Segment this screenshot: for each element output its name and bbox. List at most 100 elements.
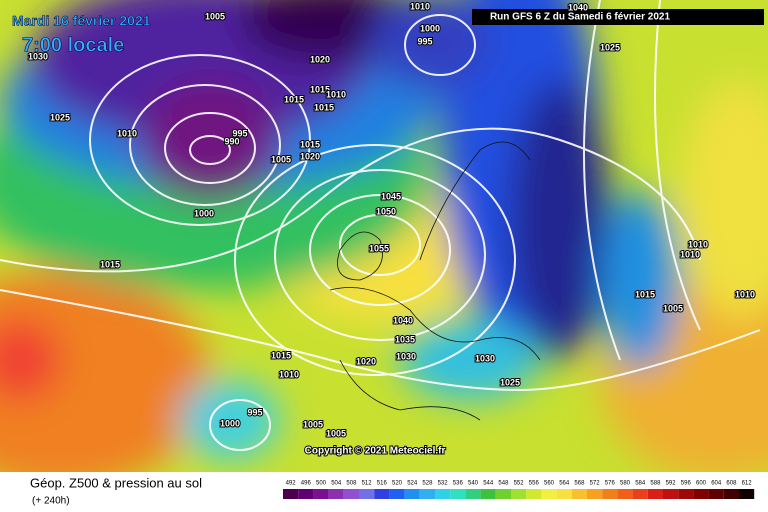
isobar-label: 1010 — [117, 128, 137, 138]
isobar-label: 1010 — [410, 1, 430, 11]
scale-label: 496 — [301, 481, 312, 487]
scale-label: 508 — [346, 481, 357, 487]
isobar-label: 1020 — [300, 151, 320, 161]
isobar-label: 1020 — [356, 356, 376, 366]
isobar-label: 1045 — [381, 191, 401, 201]
isobar-label: 1010 — [735, 289, 755, 299]
isobar-label: 1010 — [326, 89, 346, 99]
isobar-label: 990 — [224, 136, 239, 146]
isobar-label: 1005 — [271, 154, 291, 164]
scale-swatch — [556, 489, 572, 499]
scale-swatch — [374, 489, 390, 499]
scale-label: 512 — [362, 481, 373, 487]
scale-label: 552 — [514, 481, 525, 487]
scale-label: 536 — [453, 481, 464, 487]
footer-title: Géop. Z500 & pression au sol — [30, 475, 202, 490]
isobar-label: 1055 — [369, 243, 389, 253]
scale-swatch — [404, 489, 420, 499]
time-label: 7:00 locale — [22, 34, 124, 56]
scale-swatch — [298, 489, 314, 499]
scale-swatch — [739, 489, 755, 499]
run-banner — [472, 9, 764, 25]
isobar-label: 1030 — [475, 353, 495, 363]
scale-label: 544 — [483, 481, 494, 487]
scale-label: 524 — [407, 481, 418, 487]
scale-label: 500 — [316, 481, 327, 487]
isobar-label: 1015 — [271, 350, 291, 360]
isobar-label: 1040 — [568, 2, 588, 12]
scale-swatch — [283, 489, 299, 499]
scale-swatch — [511, 489, 527, 499]
isobar-label: 1005 — [205, 11, 225, 21]
scale-swatch — [571, 489, 587, 499]
scale-swatch — [389, 489, 405, 499]
scale-label: 540 — [468, 481, 479, 487]
isobar-label: 1025 — [50, 112, 70, 122]
scale-swatch — [495, 489, 511, 499]
isobar-label: 1015 — [100, 259, 120, 269]
isobar-label: 1030 — [396, 351, 416, 361]
field — [0, 0, 768, 472]
scale-swatch — [632, 489, 648, 499]
scale-label: 504 — [331, 481, 342, 487]
isobar-label: 1030 — [28, 51, 48, 61]
copyright: Copyright © 2021 Meteociel.fr — [305, 446, 446, 457]
run-label: Run GFS 6 Z du Samedi 6 février 2021 — [490, 12, 671, 23]
isobar-label: 1000 — [220, 418, 240, 428]
scale-swatch — [343, 489, 359, 499]
scale-swatch — [480, 489, 496, 499]
scale-label: 588 — [650, 481, 661, 487]
isobar-label: 1020 — [310, 54, 330, 64]
isobar-label: 1010 — [279, 369, 299, 379]
isobar-label: 1010 — [680, 249, 700, 259]
scale-label: 568 — [574, 481, 585, 487]
isobar-label: 995 — [247, 407, 262, 417]
scale-swatch — [708, 489, 724, 499]
scale-swatch — [435, 489, 451, 499]
isobar-label: 1025 — [600, 42, 620, 52]
isobar-label: 1000 — [194, 208, 214, 218]
isobar-label: 1015 — [310, 84, 330, 94]
scale-swatch — [678, 489, 694, 499]
isobar-label: 995 — [232, 128, 247, 138]
scale-swatch — [313, 489, 329, 499]
scale-swatch — [647, 489, 663, 499]
scale-label: 528 — [422, 481, 433, 487]
scale-swatch — [617, 489, 633, 499]
scale-swatch — [723, 489, 739, 499]
isobar-label: 1025 — [500, 377, 520, 387]
scale-label: 564 — [559, 481, 570, 487]
scale-swatch — [450, 489, 466, 499]
scale-swatch — [602, 489, 618, 499]
scale-swatch — [693, 489, 709, 499]
scale-swatch — [663, 489, 679, 499]
scale-swatch — [328, 489, 344, 499]
isobar-label: 1015 — [300, 139, 320, 149]
scale-label: 600 — [696, 481, 707, 487]
scale-label: 520 — [392, 481, 403, 487]
scale-label: 516 — [377, 481, 388, 487]
scale-label: 532 — [438, 481, 449, 487]
isobar-label: 1005 — [303, 419, 323, 429]
isobar-label: 1015 — [314, 102, 334, 112]
scale-label: 596 — [681, 481, 692, 487]
isobar-label: 1040 — [393, 315, 413, 325]
scale-label: 556 — [529, 481, 540, 487]
isobar-label: 1000 — [420, 23, 440, 33]
scale-label: 580 — [620, 481, 631, 487]
scale-label: 612 — [742, 481, 753, 487]
isobar-label: 1005 — [326, 428, 346, 438]
scale-label: 592 — [666, 481, 677, 487]
scale-label: 584 — [635, 481, 646, 487]
scale-label: 572 — [590, 481, 601, 487]
scale-swatch — [541, 489, 557, 499]
scale-label: 608 — [726, 481, 737, 487]
scale-label: 576 — [605, 481, 616, 487]
isobar-label: 1005 — [663, 303, 683, 313]
date-label: Mardi 16 février 2021 — [12, 13, 151, 29]
scale-swatch — [359, 489, 375, 499]
scale-swatch — [465, 489, 481, 499]
isobar-label: 1015 — [635, 289, 655, 299]
isobar-label: 1050 — [376, 206, 396, 216]
